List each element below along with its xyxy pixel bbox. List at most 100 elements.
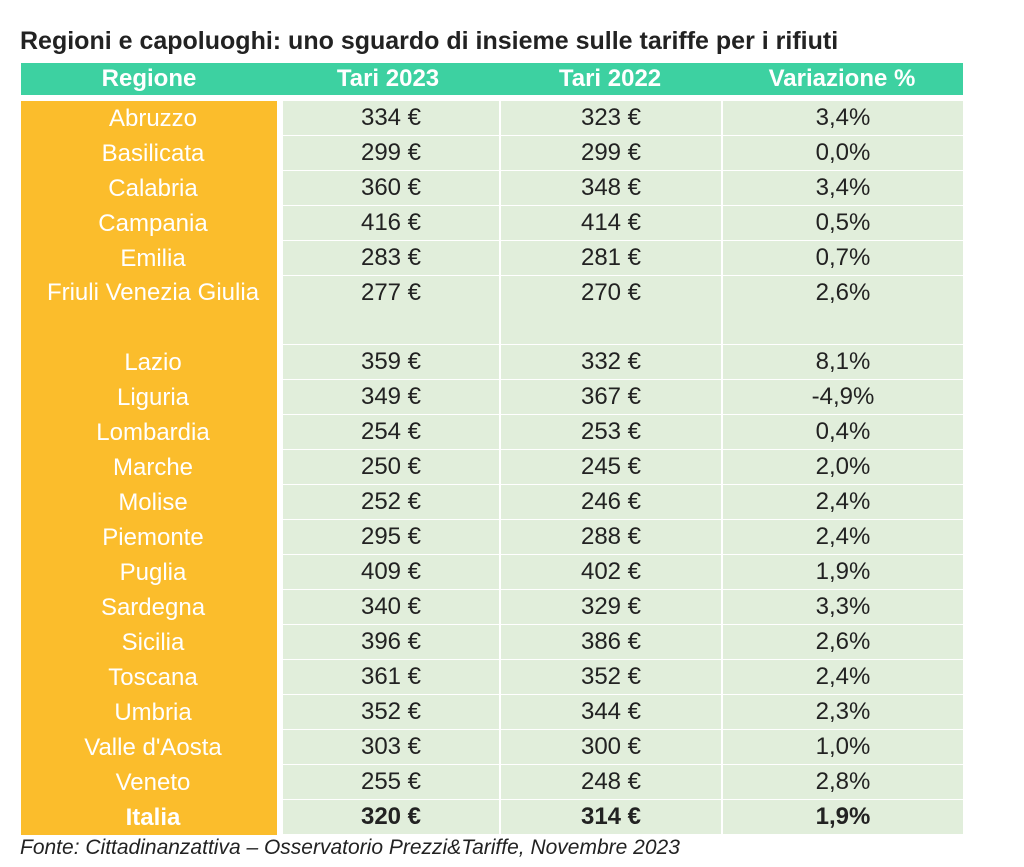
table-row: 295 €288 €2,4% bbox=[277, 520, 963, 555]
region-name: Calabria bbox=[108, 175, 198, 202]
header-regione: Regione bbox=[101, 65, 197, 92]
variazione-cell: 2,6% bbox=[721, 625, 963, 660]
table-row: 255 €248 €2,8% bbox=[277, 765, 963, 800]
table-row: 334 €323 €3,4% bbox=[277, 101, 963, 136]
header-variazione: Variazione % bbox=[768, 65, 916, 92]
variazione-cell: -4,9% bbox=[721, 380, 963, 415]
variazione-cell: 1,0% bbox=[721, 730, 963, 765]
tari-2023-cell: 295 € bbox=[277, 520, 499, 555]
table-row: 360 €348 €3,4% bbox=[277, 171, 963, 206]
variazione-cell: 2,8% bbox=[721, 765, 963, 800]
tari-2023-cell: 340 € bbox=[277, 590, 499, 625]
tari-2023-cell: 416 € bbox=[277, 206, 499, 241]
tari-2023-cell: 349 € bbox=[277, 380, 499, 415]
variazione-cell: 2,4% bbox=[721, 520, 963, 555]
tari-2022-cell: 246 € bbox=[499, 485, 721, 520]
variazione-cell: 1,9% bbox=[721, 800, 963, 835]
tari-2023-cell: 255 € bbox=[277, 765, 499, 800]
tari-2023-cell: 252 € bbox=[277, 485, 499, 520]
table-row: 340 €329 €3,3% bbox=[277, 590, 963, 625]
tari-2022-cell: 248 € bbox=[499, 765, 721, 800]
tari-2023-cell: 361 € bbox=[277, 660, 499, 695]
table-row: 349 €367 € -4,9% bbox=[277, 380, 963, 415]
tari-2022-cell: 299 € bbox=[499, 136, 721, 171]
region-name: Sardegna bbox=[100, 594, 206, 621]
tari-2022-cell: 414 € bbox=[499, 206, 721, 241]
tari-2022-cell: 270 € bbox=[499, 276, 721, 345]
tari-2023-cell: 254 € bbox=[277, 415, 499, 450]
tari-2023-cell: 320 € bbox=[277, 800, 499, 835]
tari-2023-cell: 409 € bbox=[277, 555, 499, 590]
variazione-cell: 3,4% bbox=[721, 171, 963, 206]
tari-2023-cell: 360 € bbox=[277, 171, 499, 206]
table-row: 254 €253 €0,4% bbox=[277, 415, 963, 450]
table-row: 359 €332 €8,1% bbox=[277, 345, 963, 380]
tari-2022-cell: 314 € bbox=[499, 800, 721, 835]
tari-2022-cell: 344 € bbox=[499, 695, 721, 730]
region-name: Valle d'Aosta bbox=[84, 734, 222, 761]
table-row: 299 €299 €0,0% bbox=[277, 136, 963, 171]
table-row: 252 €246 €2,4% bbox=[277, 485, 963, 520]
table-body: Abruzzo Basilicata Calabria Campania Emilia F… bbox=[21, 101, 963, 835]
tari-2022-cell: 281 € bbox=[499, 241, 721, 276]
tari-2022-cell: 386 € bbox=[499, 625, 721, 660]
tari-2022-cell: 329 € bbox=[499, 590, 721, 625]
table-row: 352 €344 €2,3% bbox=[277, 695, 963, 730]
tari-2023-cell: 359 € bbox=[277, 345, 499, 380]
variazione-cell: 3,3% bbox=[721, 590, 963, 625]
region-name: Lombardia bbox=[96, 419, 210, 446]
table-row: 250 €245 €2,0% bbox=[277, 450, 963, 485]
variazione-cell: 0,7% bbox=[721, 241, 963, 276]
variazione-cell: 2,6% bbox=[721, 276, 963, 345]
region-name: Lazio bbox=[124, 349, 182, 376]
variazione-cell: 0,5% bbox=[721, 206, 963, 241]
region-name: Umbria bbox=[114, 699, 192, 726]
source-note: Fonte: Cittadinanzattiva – Osservatorio … bbox=[20, 836, 680, 859]
tari-2022-cell: 288 € bbox=[499, 520, 721, 555]
tari-table: Regione Tari 2023 Tari 2022 Variazione %… bbox=[21, 63, 963, 835]
tari-2023-cell: 303 € bbox=[277, 730, 499, 765]
variazione-cell: 0,0% bbox=[721, 136, 963, 171]
region-name: Toscana bbox=[108, 664, 198, 691]
tari-2022-cell: 300 € bbox=[499, 730, 721, 765]
table-row: 277 €270 €2,6% bbox=[277, 276, 963, 345]
region-name: Puglia bbox=[119, 559, 187, 586]
table-row: 416 €414 €0,5% bbox=[277, 206, 963, 241]
variazione-cell: 3,4% bbox=[721, 101, 963, 136]
tari-2023-cell: 352 € bbox=[277, 695, 499, 730]
tari-2022-cell: 253 € bbox=[499, 415, 721, 450]
table-row: 409 €402 €1,9% bbox=[277, 555, 963, 590]
table-row: 361 €352 €2,4% bbox=[277, 660, 963, 695]
variazione-cell: 2,0% bbox=[721, 450, 963, 485]
region-name: Friuli Venezia Giulia bbox=[46, 279, 260, 306]
region-name: Veneto bbox=[115, 769, 191, 796]
region-name: Liguria bbox=[116, 384, 190, 411]
region-name: Marche bbox=[112, 454, 194, 481]
table-header: Regione Tari 2023 Tari 2022 Variazione % bbox=[21, 63, 963, 95]
region-column: Abruzzo Basilicata Calabria Campania Emilia F… bbox=[21, 101, 277, 835]
variazione-cell: 8,1% bbox=[721, 345, 963, 380]
region-name: Basilicata bbox=[101, 140, 205, 167]
tari-2023-cell: 334 € bbox=[277, 101, 499, 136]
value-cells: 334 €323 €3,4% 299 €299 €0,0% 360 €348 €3,… bbox=[277, 101, 963, 835]
variazione-cell: 0,4% bbox=[721, 415, 963, 450]
tari-2022-cell: 245 € bbox=[499, 450, 721, 485]
tari-2022-cell: 323 € bbox=[499, 101, 721, 136]
tari-2023-cell: 396 € bbox=[277, 625, 499, 660]
tari-2023-cell: 299 € bbox=[277, 136, 499, 171]
tari-2023-cell: 283 € bbox=[277, 241, 499, 276]
tari-2022-cell: 402 € bbox=[499, 555, 721, 590]
region-name: Emilia bbox=[120, 245, 186, 272]
table-row: 303 €300 €1,0% bbox=[277, 730, 963, 765]
header-tari-2022: Tari 2022 bbox=[558, 65, 662, 92]
tari-2022-cell: 352 € bbox=[499, 660, 721, 695]
region-name: Molise bbox=[118, 489, 188, 516]
tari-2022-cell: 367 € bbox=[499, 380, 721, 415]
variazione-cell: 2,4% bbox=[721, 485, 963, 520]
region-name: Campania bbox=[98, 210, 208, 237]
variazione-cell: 1,9% bbox=[721, 555, 963, 590]
region-name: Piemonte bbox=[102, 524, 204, 551]
tari-2022-cell: 348 € bbox=[499, 171, 721, 206]
variazione-cell: 2,3% bbox=[721, 695, 963, 730]
header-tari-2023: Tari 2023 bbox=[336, 65, 440, 92]
